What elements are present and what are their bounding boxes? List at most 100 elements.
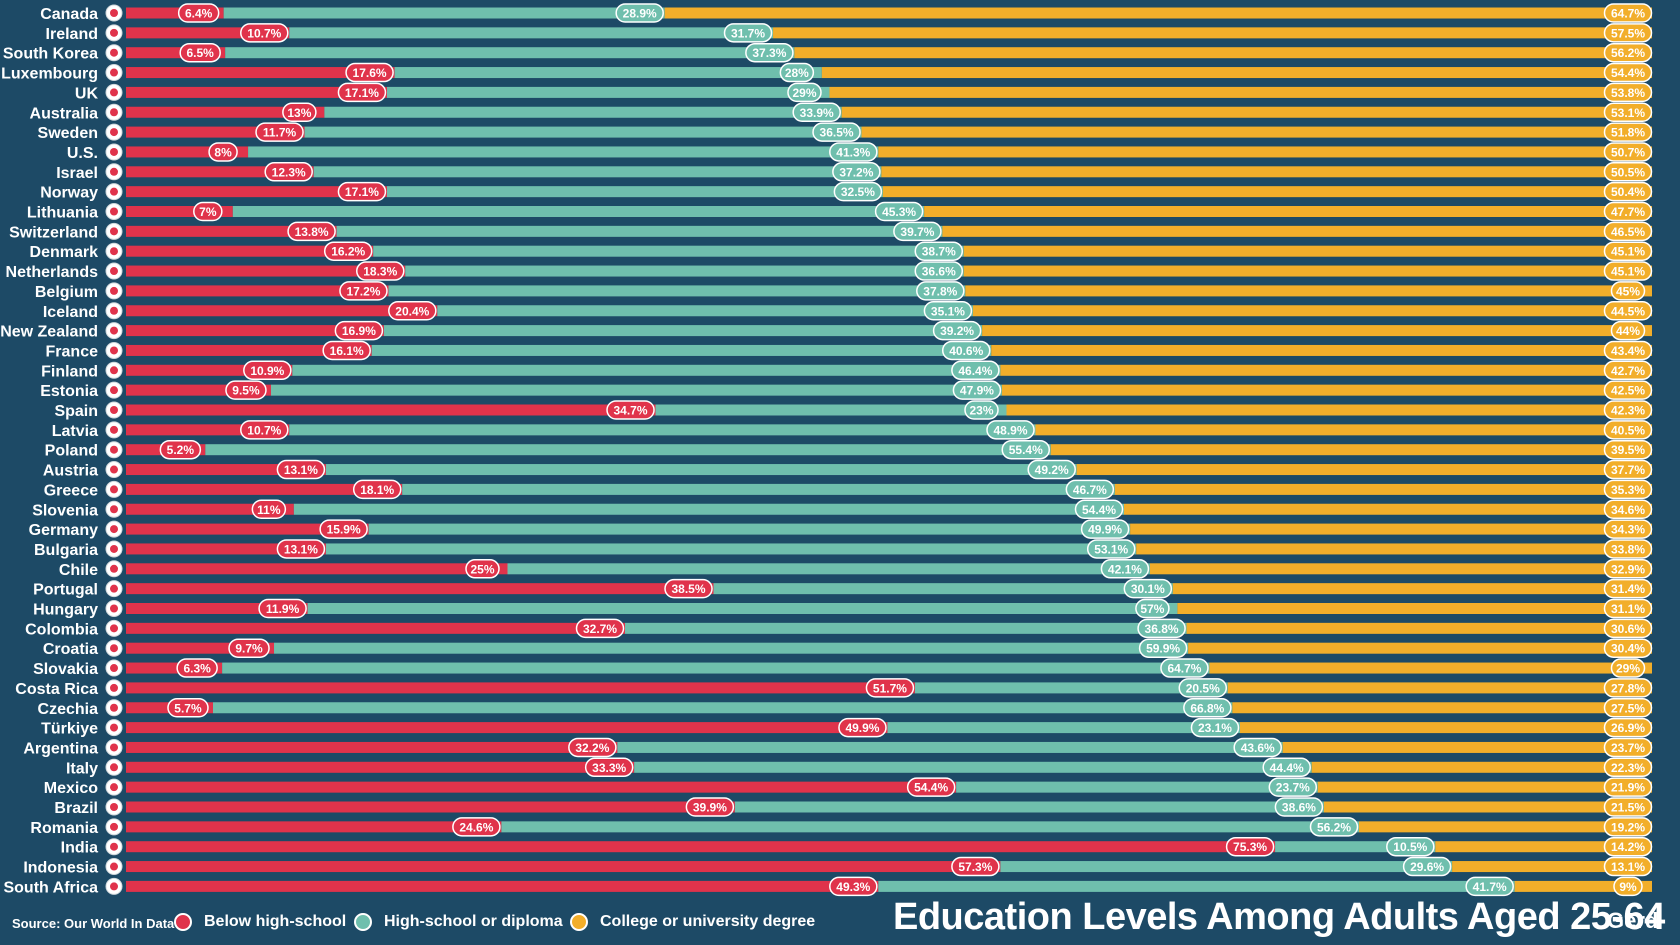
college-value-pill-sweden (1603, 122, 1653, 142)
college-value-label-new-zealand: 44% (1616, 324, 1640, 338)
bar-below-t-rkiye (126, 722, 888, 734)
flag-emblem-icon-india (110, 842, 118, 851)
hs-value-label-france: 40.6% (949, 344, 983, 358)
hs-value-label-poland: 55.4% (1009, 443, 1043, 457)
below-value-pill-romania (452, 817, 501, 837)
chart-row-finland: Finland 10.9% 46.4% 42.7% (41, 360, 1653, 380)
chart-row-romania: Romania 24.6% 56.2% 19.2% (30, 817, 1653, 837)
college-value-label-lithuania: 47.7% (1611, 205, 1645, 219)
bar-below-israel (126, 166, 314, 178)
flag-emblem-icon-lithuania (110, 207, 118, 216)
bar-hs-switzerland (336, 225, 943, 237)
college-value-pill-colombia (1603, 618, 1653, 639)
bar-below-canada (126, 7, 224, 19)
bar-hs-luxembourg (394, 67, 822, 79)
chart-row-luxembourg: Luxembourg 17.6% 28% 54.4% (1, 62, 1653, 83)
college-value-label-romania: 19.2% (1611, 820, 1645, 834)
college-value-label-denmark: 45.1% (1611, 245, 1645, 259)
country-label-finland: Finland (41, 363, 98, 380)
college-value-label-slovenia: 34.6% (1611, 503, 1645, 517)
college-value-pill-argentina (1603, 737, 1653, 758)
chart-row-ireland: Ireland 10.7% 31.7% 57.5% (46, 23, 1653, 43)
hs-value-pill-denmark (914, 241, 964, 261)
bar-college-denmark (963, 245, 1652, 257)
country-label-costa-rica: Costa Rica (15, 681, 98, 698)
bar-college-new-zealand (982, 325, 1652, 337)
below-value-label-norway: 17.1% (345, 185, 379, 199)
hs-value-pill-portugal (1123, 578, 1173, 599)
flag-emblem-icon-poland (110, 445, 118, 454)
hs-value-label-romania: 56.2% (1317, 820, 1351, 834)
hs-value-label-uk: 29% (792, 86, 816, 100)
bar-hs-greece (402, 483, 1115, 495)
below-value-label-spain: 34.7% (614, 404, 648, 418)
hs-value-label-mexico: 23.7% (1276, 781, 1310, 795)
hs-value-pill-luxembourg (779, 62, 815, 83)
bar-college-netherlands (963, 265, 1652, 277)
hs-value-pill-israel (832, 162, 881, 182)
flag-emblem-icon-south-korea (110, 48, 118, 57)
bar-below-greece (126, 483, 403, 495)
below-value-pill-netherlands (356, 261, 405, 281)
flag-emblem-icon-luxembourg (110, 68, 118, 77)
below-value-label-france: 16.1% (330, 344, 364, 358)
legend-swatch-below-icon (174, 913, 192, 931)
chart-row-colombia: Colombia 32.7% 36.8% 30.6% (25, 618, 1653, 639)
chart-row-sweden: Sweden 11.7% 36.5% 51.8% (38, 122, 1653, 142)
college-value-pill-switzerland (1603, 221, 1653, 242)
bar-hs-south-africa (878, 880, 1515, 892)
college-value-pill-iceland (1603, 301, 1653, 321)
flag-emblem-icon-croatia (110, 644, 118, 653)
flag-emblem-icon-new-zealand (110, 326, 118, 335)
country-label-canada: Canada (40, 6, 98, 23)
college-value-pill-south-africa (1613, 876, 1643, 897)
chart-row-germany: Germany 15.9% 49.9% 34.3% (29, 519, 1653, 539)
below-value-pill-france (322, 340, 371, 361)
college-value-pill-czechia (1603, 698, 1653, 718)
below-value-label-new-zealand: 16.9% (342, 324, 376, 338)
country-label-india: India (61, 840, 98, 857)
legend-label-hs: High-school or diploma (384, 913, 563, 930)
college-value-label-austria: 37.7% (1611, 463, 1645, 477)
chart-row-norway: Norway 17.1% 32.5% 50.4% (40, 181, 1653, 202)
bar-hs-india (1275, 841, 1436, 853)
below-value-label-mexico: 54.4% (914, 781, 948, 795)
college-value-label-iceland: 44.5% (1611, 304, 1645, 318)
below-value-pill-u-s (208, 142, 238, 162)
below-value-label-argentina: 32.2% (575, 741, 609, 755)
college-value-pill-canada (1603, 3, 1653, 23)
hs-value-pill-croatia (1138, 638, 1188, 658)
country-label-israel: Israel (56, 165, 98, 182)
below-value-pill-canada (177, 3, 220, 23)
flag-emblem-icon-indonesia (110, 862, 118, 871)
chart-row-argentina: Argentina 32.2% 43.6% 23.7% (23, 737, 1653, 758)
bar-below-italy (126, 761, 635, 773)
college-value-pill-south-korea (1603, 42, 1653, 63)
bar-hs-iceland (437, 305, 973, 317)
bar-below-bulgaria (126, 543, 326, 555)
chart-row-croatia: Croatia 9.7% 59.9% 30.4% (43, 638, 1653, 658)
college-value-label-costa-rica: 27.8% (1611, 681, 1645, 695)
below-value-label-luxembourg: 17.6% (353, 66, 387, 80)
bar-college-poland (1050, 444, 1652, 456)
chart-row-hungary: Hungary 11.9% 57% 31.1% (33, 598, 1653, 619)
bar-below-costa-rica (126, 682, 915, 694)
country-label-argentina: Argentina (23, 740, 98, 757)
below-value-label-slovenia: 11% (257, 503, 281, 517)
country-label-south-korea: South Korea (3, 46, 98, 63)
bar-college-finland (1000, 364, 1652, 376)
flag-emblem-icon-brazil (110, 803, 118, 811)
bar-below-france (126, 344, 372, 356)
bar-hs-hungary (307, 603, 1178, 614)
below-value-label-chile: 25% (470, 562, 494, 576)
hs-value-label-iceland: 35.1% (931, 304, 965, 318)
hs-value-pill-bulgaria (1086, 539, 1136, 559)
hs-value-pill-romania (1309, 817, 1359, 837)
below-value-pill-austria (276, 459, 326, 480)
college-value-label-poland: 39.5% (1611, 443, 1645, 457)
college-value-label-luxembourg: 54.4% (1611, 66, 1645, 80)
bar-below-slovakia (126, 662, 223, 674)
bar-college-ireland (773, 27, 1652, 39)
legend-item-high-school: High-school or diploma (354, 910, 563, 934)
below-value-label-costa-rica: 51.7% (873, 681, 907, 695)
